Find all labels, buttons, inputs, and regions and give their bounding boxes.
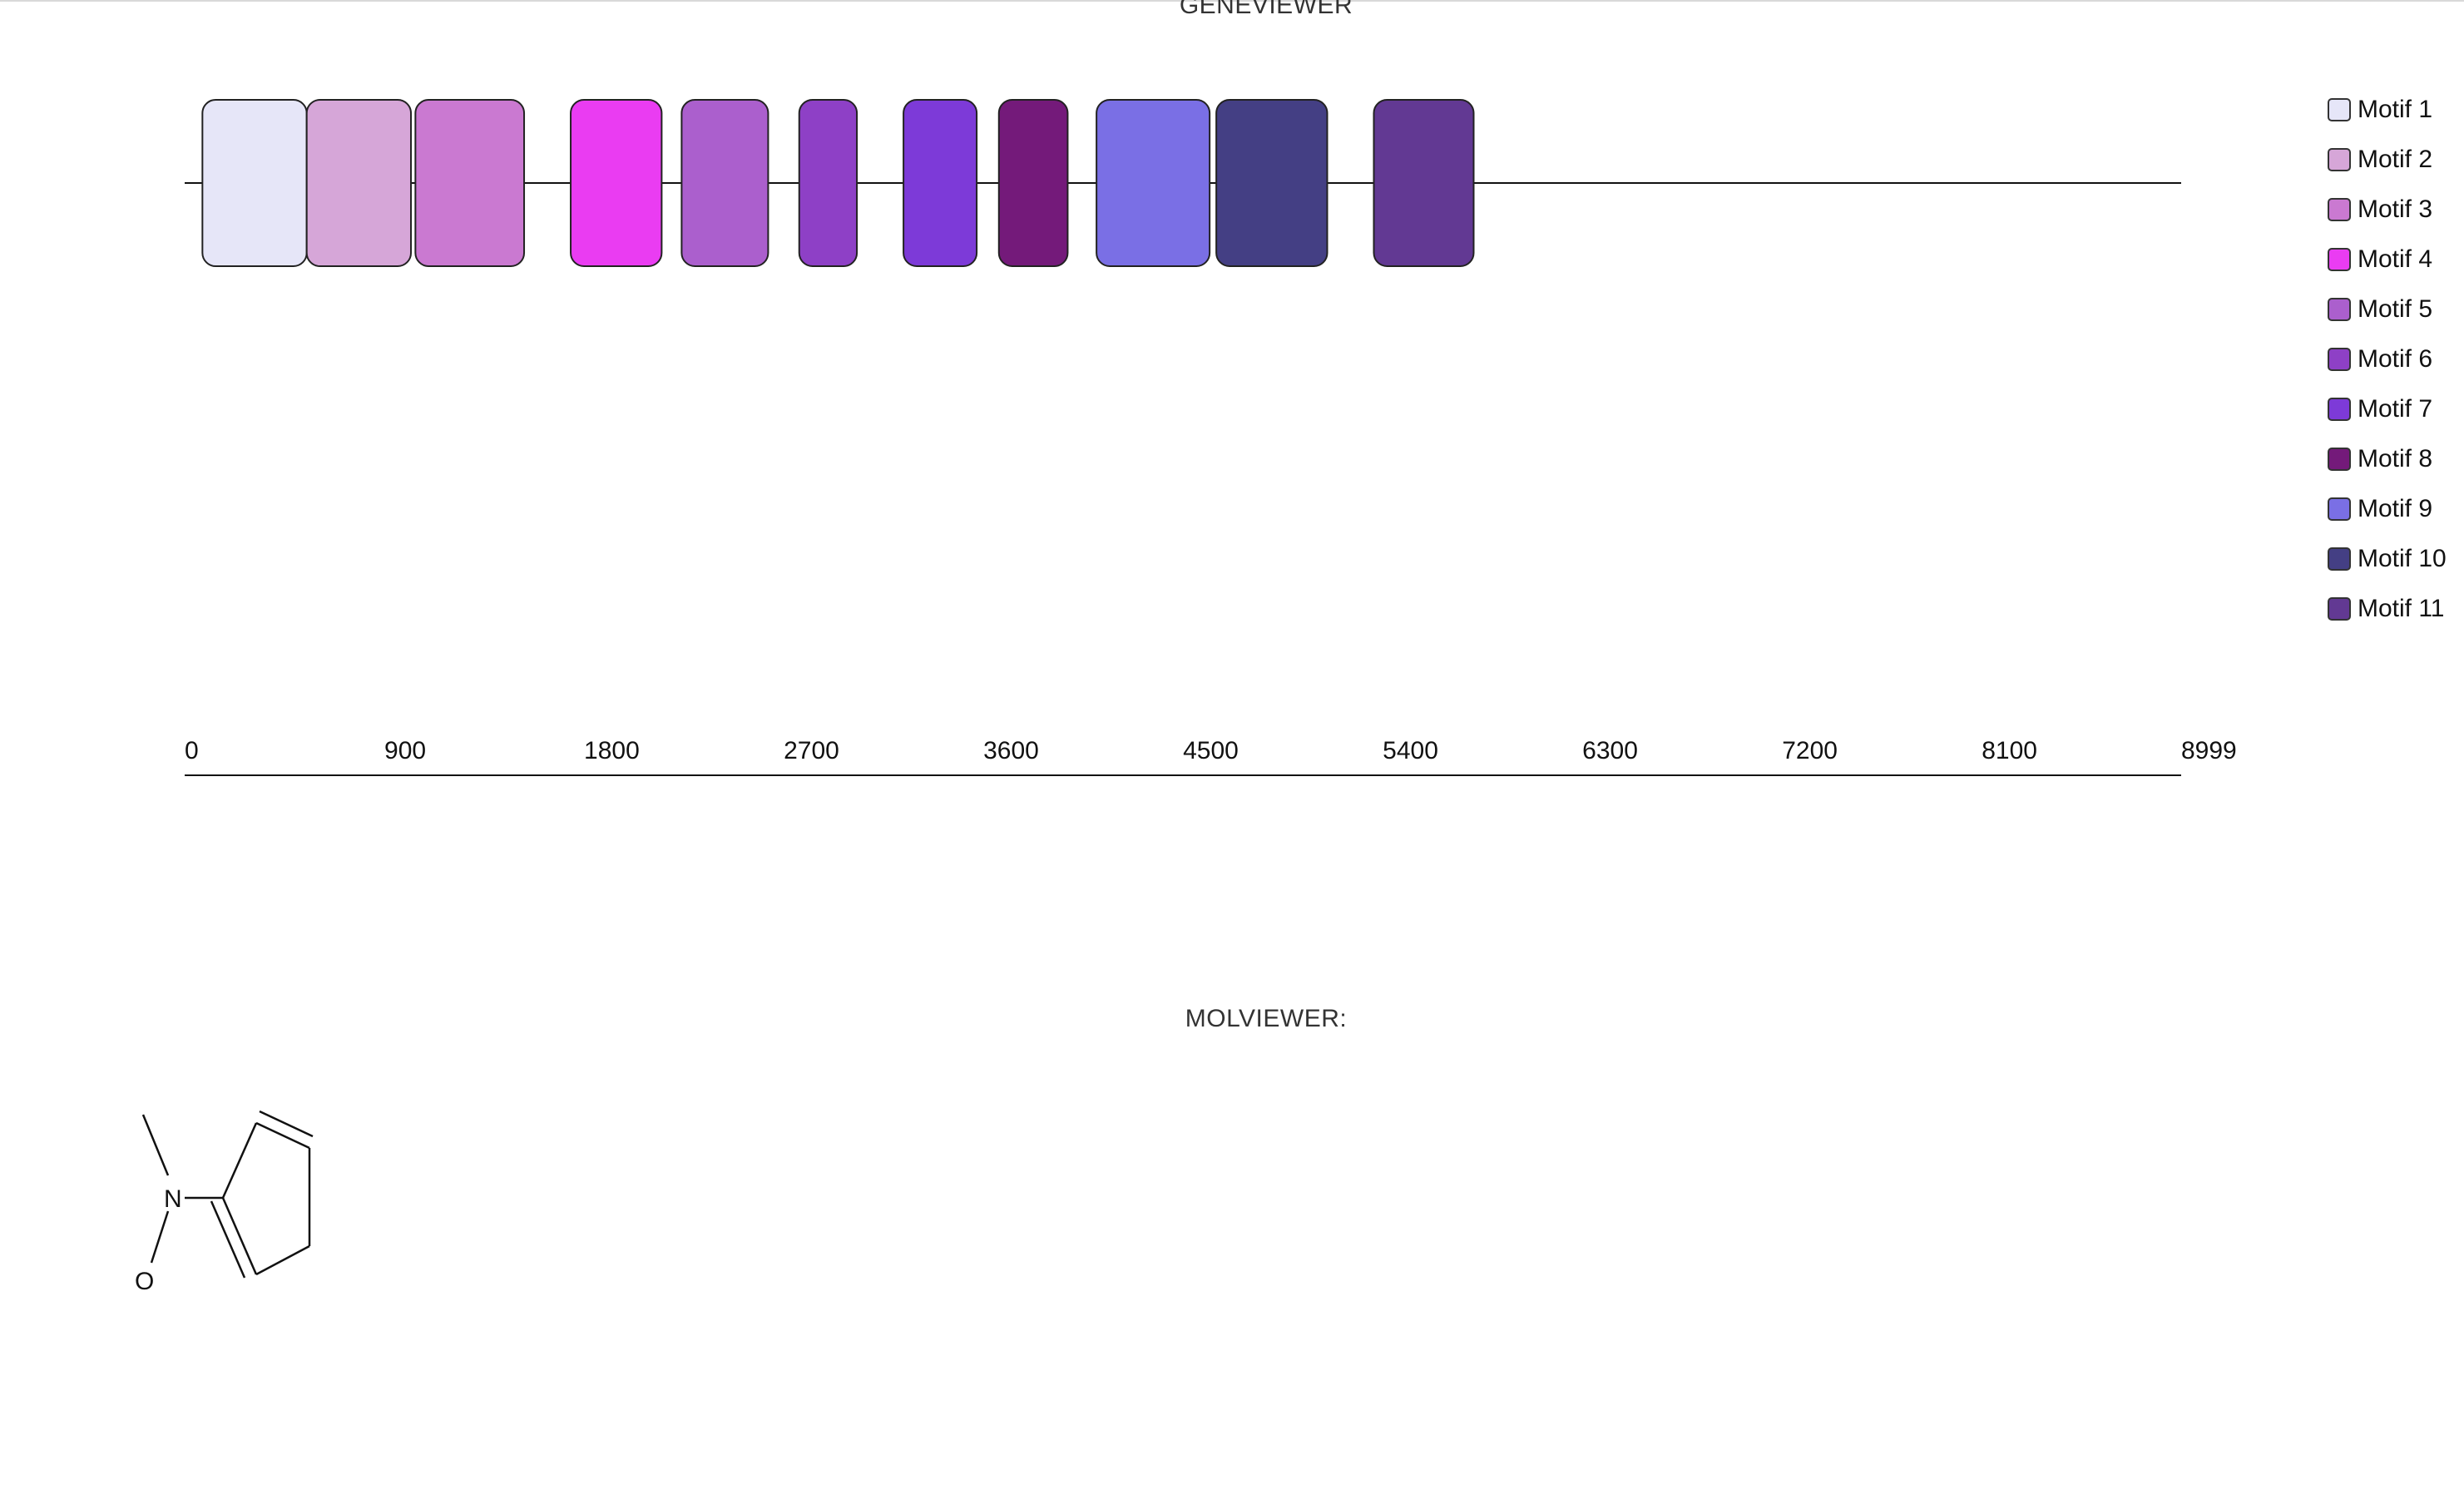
legend-item-motif-10[interactable]: Motif 10 — [2328, 542, 2447, 576]
top-divider — [0, 0, 2464, 2]
legend-label: Motif 9 — [2358, 495, 2433, 522]
legend-swatch — [2328, 448, 2351, 471]
axis-tick-label: 4500 — [1183, 737, 1239, 764]
motif-block-3[interactable] — [414, 99, 526, 267]
gene-track-chart: 0 900 1800 2700 3600 4500 5400 6300 7200 8100 8999 — [185, 99, 2237, 776]
molecule-structure: N O — [135, 1110, 314, 1295]
legend-label: Motif 6 — [2358, 345, 2433, 373]
axis-tick-label: 900 — [384, 737, 426, 764]
bond-c2-c3-double — [259, 1110, 314, 1138]
axis-tick-label: 0 — [185, 737, 199, 764]
legend-item-motif-2[interactable]: Motif 2 — [2328, 143, 2432, 176]
legend-label: Motif 1 — [2358, 96, 2433, 123]
legend-label: Motif 4 — [2358, 245, 2433, 273]
legend-swatch — [2328, 248, 2351, 271]
legend-label: Motif 8 — [2358, 445, 2433, 472]
legend-item-motif-11[interactable]: Motif 11 — [2328, 592, 2445, 626]
legend-swatch — [2328, 547, 2351, 571]
molviewer-title: MOLVIEWER: — [1185, 1005, 1348, 1032]
axis-tick-label: 8100 — [1982, 737, 2037, 764]
bond-c4-c5 — [255, 1244, 310, 1276]
legend-swatch — [2328, 597, 2351, 621]
motif-block-10[interactable] — [1215, 99, 1328, 267]
axis-tick-labels: 0 900 1800 2700 3600 4500 5400 6300 7200 8100 8999 — [185, 737, 2237, 764]
legend-item-motif-7[interactable]: Motif 7 — [2328, 393, 2432, 426]
legend-swatch — [2328, 497, 2351, 521]
legend-item-motif-4[interactable]: Motif 4 — [2328, 243, 2432, 276]
legend-item-motif-6[interactable]: Motif 6 — [2328, 343, 2432, 376]
legend-item-motif-3[interactable]: Motif 3 — [2328, 193, 2432, 226]
axis-tick-label: 7200 — [1782, 737, 1838, 764]
axis-tick-label: 1800 — [584, 737, 640, 764]
legend-swatch — [2328, 398, 2351, 421]
axis-tick-label: 2700 — [784, 737, 839, 764]
motif-block-5[interactable] — [680, 99, 769, 267]
axis-tick-label: 3600 — [983, 737, 1039, 764]
motif-block-9[interactable] — [1096, 99, 1211, 267]
legend-swatch — [2328, 198, 2351, 221]
bond-methyl-n — [141, 1114, 170, 1176]
legend-item-motif-9[interactable]: Motif 9 — [2328, 492, 2432, 526]
legend-label: Motif 2 — [2358, 146, 2433, 173]
bond-c2-c3 — [255, 1121, 310, 1150]
legend-item-motif-8[interactable]: Motif 8 — [2328, 443, 2432, 476]
axis-tick-label: 6300 — [1582, 737, 1638, 764]
legend-label: Motif 7 — [2358, 395, 2433, 423]
legend-label: Motif 10 — [2358, 545, 2447, 572]
axis-tick-label: 5400 — [1383, 737, 1438, 764]
legend-swatch — [2328, 148, 2351, 171]
motif-block-7[interactable] — [903, 99, 978, 267]
bond-c5-c1-double — [210, 1200, 246, 1279]
motif-block-8[interactable] — [997, 99, 1069, 267]
legend-label: Motif 11 — [2358, 595, 2445, 622]
bond-c1-c2 — [221, 1122, 258, 1199]
bond-n-o — [150, 1210, 170, 1264]
legend-label: Motif 5 — [2358, 295, 2433, 323]
motif-block-11[interactable] — [1373, 99, 1475, 267]
motif-blocks — [201, 99, 1475, 267]
geneviewer-title: GENEVIEWER — [1179, 0, 1353, 19]
atom-oxygen: O — [135, 1268, 154, 1295]
legend-item-motif-1[interactable]: Motif 1 — [2328, 93, 2432, 126]
legend-swatch — [2328, 298, 2351, 321]
legend-item-motif-5[interactable]: Motif 5 — [2328, 293, 2432, 326]
bond-lines — [141, 1110, 314, 1279]
legend-label: Motif 3 — [2358, 195, 2433, 223]
bond-c5-c1 — [221, 1197, 258, 1275]
motif-block-4[interactable] — [570, 99, 663, 267]
motif-block-2[interactable] — [305, 99, 413, 267]
motif-block-6[interactable] — [798, 99, 858, 267]
legend-swatch — [2328, 98, 2351, 121]
legend-swatch — [2328, 348, 2351, 371]
motif-block-1[interactable] — [201, 99, 308, 267]
axis-tick-label: 8999 — [2181, 737, 2237, 764]
atom-nitrogen: N — [164, 1185, 182, 1213]
